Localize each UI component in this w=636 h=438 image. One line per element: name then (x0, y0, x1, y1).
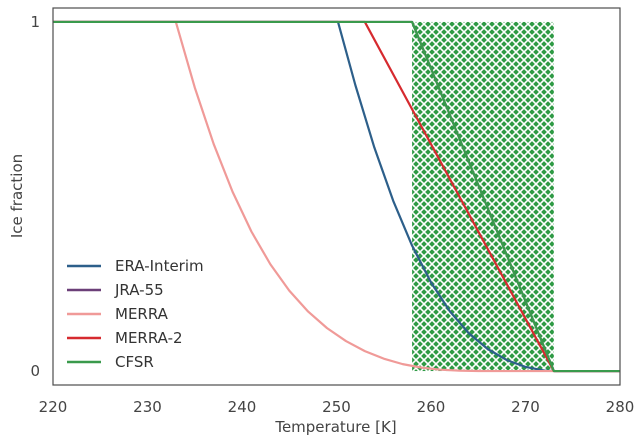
x-tick-label: 280 (606, 398, 635, 416)
x-tick-label: 260 (417, 398, 446, 416)
legend-label: MERRA-2 (115, 329, 183, 347)
legend-label: CFSR (115, 353, 154, 371)
legend-label: JRA-55 (114, 281, 164, 299)
x-tick-label: 220 (39, 398, 68, 416)
legend-label: MERRA (115, 305, 169, 323)
y-tick-label: 1 (30, 13, 40, 31)
legend-label: ERA-Interim (115, 257, 204, 275)
x-tick-label: 250 (322, 398, 351, 416)
x-tick-label: 230 (133, 398, 162, 416)
series-line-cfsr (53, 20, 620, 373)
series-line-era-interim (53, 20, 620, 373)
legend: ERA-Interim JRA-55 MERRA MERRA-2 CFSR (67, 257, 204, 371)
series-line-merra (53, 20, 620, 373)
y-axis-label: Ice fraction (8, 154, 26, 238)
x-tick-label: 270 (511, 398, 540, 416)
x-tick-label: 240 (228, 398, 257, 416)
y-tick-label: 0 (30, 362, 40, 380)
plot-frame (52, 7, 621, 386)
x-axis-label: Temperature [K] (274, 418, 396, 436)
